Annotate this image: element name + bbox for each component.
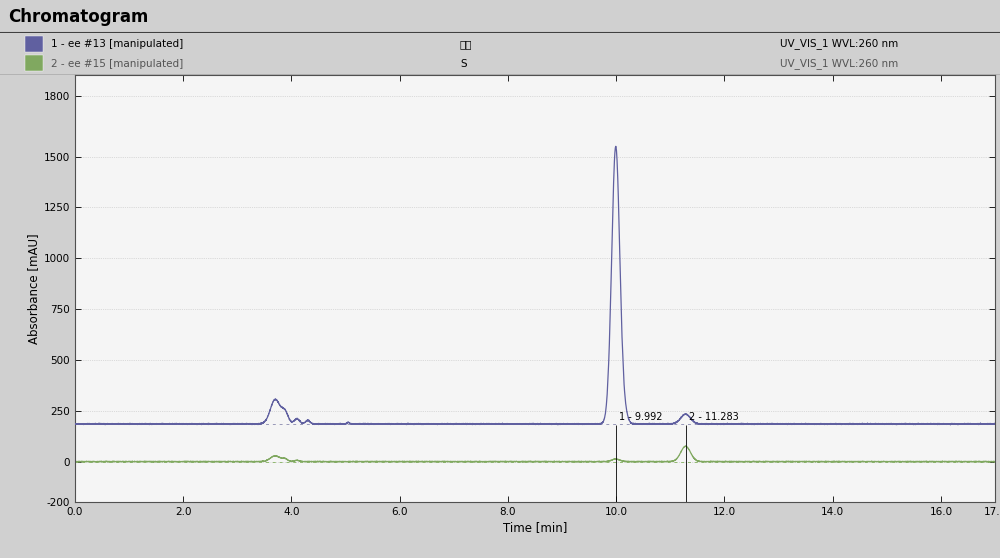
Text: 1 - 9.992: 1 - 9.992: [619, 412, 662, 422]
Text: 1 - ee #13 [manipulated]: 1 - ee #13 [manipulated]: [51, 39, 183, 49]
Text: 消旋: 消旋: [460, 39, 473, 49]
Bar: [25, 36, 43, 52]
Bar: [25, 55, 43, 71]
Text: 2 - ee #15 [manipulated]: 2 - ee #15 [manipulated]: [51, 59, 183, 69]
Text: 2 - 11.283: 2 - 11.283: [689, 412, 739, 422]
Y-axis label: Absorbance [mAU]: Absorbance [mAU]: [27, 233, 40, 344]
Text: UV_VIS_1 WVL:260 nm: UV_VIS_1 WVL:260 nm: [780, 39, 898, 50]
Text: Chromatogram: Chromatogram: [8, 8, 148, 26]
Text: UV_VIS_1 WVL:260 nm: UV_VIS_1 WVL:260 nm: [780, 58, 898, 69]
Text: S: S: [460, 59, 467, 69]
X-axis label: Time [min]: Time [min]: [503, 521, 567, 534]
